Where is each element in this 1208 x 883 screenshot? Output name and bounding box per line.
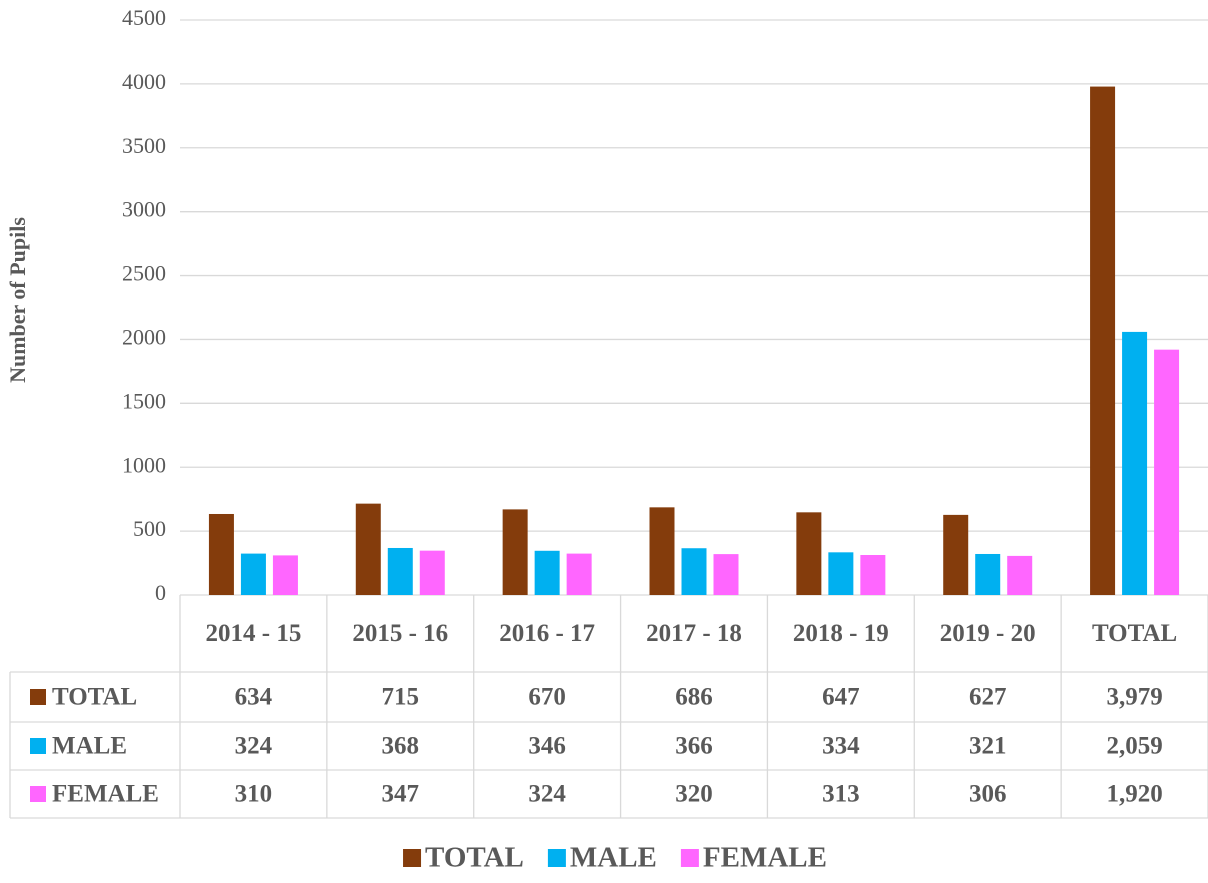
bar <box>943 515 968 595</box>
x-tick-label-box: 2014 - 15 <box>198 597 309 671</box>
x-tick-label-box: 2019 - 20 <box>932 597 1043 671</box>
table-value: 366 <box>675 733 713 760</box>
bar <box>388 548 413 595</box>
y-tick-label: 4500 <box>122 5 166 30</box>
x-tick-label: TOTAL <box>1079 597 1190 671</box>
table-value: 627 <box>969 684 1007 711</box>
table-key <box>30 689 46 705</box>
table-value: 3,979 <box>1106 684 1162 711</box>
y-tick-label: 3000 <box>122 197 166 222</box>
bar <box>860 555 885 595</box>
y-tick-label: 1500 <box>122 388 166 413</box>
bar <box>828 552 853 595</box>
table-row-label: MALE <box>52 733 127 760</box>
table-key <box>30 786 46 802</box>
y-tick-label: 3500 <box>122 133 166 158</box>
table-value: 686 <box>675 684 713 711</box>
table-key <box>30 738 46 754</box>
table-value: 310 <box>235 781 273 808</box>
x-tick-label: 2019 - 20 <box>932 597 1043 671</box>
x-tick-label-box: TOTAL <box>1079 597 1190 671</box>
table-value: 346 <box>528 733 566 760</box>
table-value: 320 <box>675 781 713 808</box>
bar <box>1154 350 1179 595</box>
table-value: 306 <box>969 781 1007 808</box>
table-value: 324 <box>235 733 273 760</box>
bar <box>273 555 298 595</box>
bar <box>1122 332 1147 595</box>
table-row-label: TOTAL <box>52 684 137 711</box>
bar <box>503 509 528 595</box>
chart: Number of Pupils 0 500 1000 1500 2000 2500 300… <box>0 0 1208 883</box>
bar <box>209 514 234 595</box>
legend-label: FEMALE <box>703 842 827 874</box>
table-value: 647 <box>822 684 860 711</box>
table-value: 368 <box>382 733 420 760</box>
table-value: 1,920 <box>1106 781 1162 808</box>
bar <box>567 554 592 595</box>
table-value: 313 <box>822 781 860 808</box>
y-tick-label: 2500 <box>122 261 166 286</box>
bar <box>356 504 381 595</box>
table-value: 670 <box>528 684 566 711</box>
bar <box>1090 87 1115 595</box>
bar <box>975 554 1000 595</box>
bar <box>796 512 821 595</box>
x-tick-label: 2018 - 19 <box>785 597 896 671</box>
table-value: 324 <box>528 781 566 808</box>
table-value: 347 <box>382 781 420 808</box>
table-row-label: FEMALE <box>52 781 159 808</box>
x-tick-label: 2017 - 18 <box>639 597 750 671</box>
table-value: 2,059 <box>1106 733 1162 760</box>
bar <box>714 554 739 595</box>
y-tick-label: 0 <box>155 580 166 605</box>
bar <box>420 551 445 595</box>
x-tick-label-box: 2018 - 19 <box>785 597 896 671</box>
bar <box>682 548 707 595</box>
legend-key <box>548 849 566 867</box>
legend-key <box>403 849 421 867</box>
y-tick-label: 2000 <box>122 324 166 349</box>
bar <box>1007 556 1032 595</box>
bar <box>650 507 675 595</box>
table-value: 715 <box>382 684 420 711</box>
bar <box>241 554 266 595</box>
bar <box>535 551 560 595</box>
x-tick-label-box: 2015 - 16 <box>345 597 456 671</box>
table-value: 334 <box>822 733 860 760</box>
x-tick-label: 2014 - 15 <box>198 597 309 671</box>
x-tick-label-box: 2017 - 18 <box>639 597 750 671</box>
x-tick-label: 2015 - 16 <box>345 597 456 671</box>
legend-label: TOTAL <box>425 842 524 874</box>
legend-label: MALE <box>570 842 657 874</box>
table-value: 634 <box>235 684 273 711</box>
legend-key <box>681 849 699 867</box>
y-tick-label: 1000 <box>122 452 166 477</box>
y-tick-label: 500 <box>133 516 166 541</box>
x-tick-label-box: 2016 - 17 <box>492 597 603 671</box>
y-tick-label: 4000 <box>122 69 166 94</box>
x-tick-label: 2016 - 17 <box>492 597 603 671</box>
y-axis-label: Number of Pupils <box>5 217 30 383</box>
table-value: 321 <box>969 733 1007 760</box>
